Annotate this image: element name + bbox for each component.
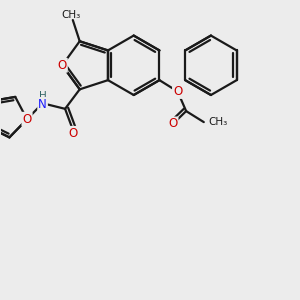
Text: N: N [38,98,47,111]
Text: O: O [173,85,182,98]
Text: O: O [68,127,77,140]
Text: CH₃: CH₃ [208,117,227,127]
Text: O: O [168,117,178,130]
Text: CH₃: CH₃ [61,10,81,20]
Text: O: O [58,59,67,72]
Text: H: H [39,91,46,101]
Text: O: O [22,113,32,126]
